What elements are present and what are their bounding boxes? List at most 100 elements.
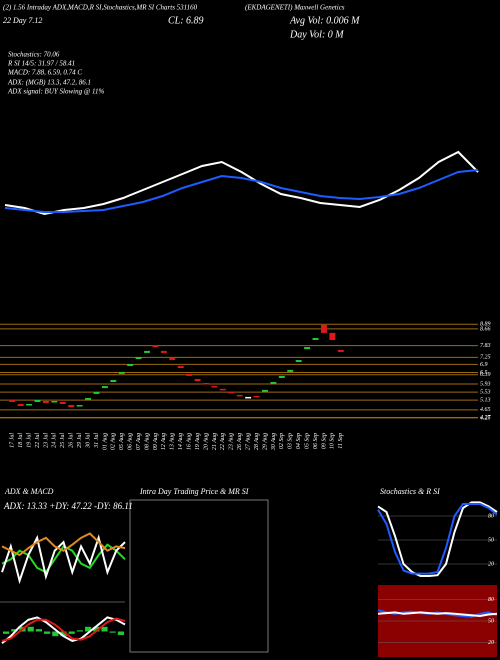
candle	[329, 332, 336, 341]
x-tick-label: 04 Sep	[295, 433, 302, 449]
x-tick-label: 12 Aug	[161, 433, 167, 450]
x-tick-label: 18 Jul	[18, 433, 24, 448]
histogram-bar	[27, 626, 34, 632]
histogram-bar	[93, 626, 100, 632]
candle	[127, 364, 134, 367]
macd: MACD: 7.88, 6.59, 0.74 C	[7, 69, 82, 77]
candle	[337, 349, 344, 352]
x-tick-label: 23 Aug	[229, 433, 235, 450]
series-line	[377, 503, 498, 575]
x-tick-label: 26 Jul	[69, 433, 75, 448]
y-tick-label: 7.25	[480, 355, 491, 361]
x-tick-label: 17 Jul	[10, 433, 16, 448]
candle	[262, 389, 268, 392]
candle	[101, 386, 108, 389]
candle	[110, 379, 117, 382]
candle	[42, 400, 49, 403]
candle	[320, 324, 327, 333]
intraday-frame	[129, 499, 269, 653]
y-tick-label: 80	[488, 513, 494, 519]
x-tick-label: 25 Jul	[60, 433, 66, 448]
histogram-bar	[101, 626, 108, 632]
x-tick-label: 02 Aug	[111, 433, 117, 450]
histogram-bar	[68, 631, 75, 634]
series-line	[1, 534, 126, 585]
x-tick-label: 09 Aug	[153, 433, 159, 450]
y-tick-label: 50	[488, 618, 494, 624]
y-tick-label: 20	[488, 561, 494, 567]
y-tick-label: 5.53	[480, 389, 491, 395]
x-tick-label: 30 Jul	[85, 433, 91, 449]
series-line	[1, 617, 126, 642]
x-tick-label: 16 Aug	[187, 433, 193, 450]
candle	[270, 381, 277, 385]
x-tick-label: 28 Aug	[254, 433, 260, 450]
candle	[76, 405, 83, 407]
y-tick-label: 6.39	[480, 372, 491, 378]
histogram-bar	[52, 631, 59, 637]
x-tick-label: 05 Aug	[119, 433, 125, 450]
x-tick-label: 29 Aug	[262, 433, 268, 450]
histogram-bar	[109, 631, 116, 633]
y-tick-label: 50	[488, 537, 494, 543]
candle	[304, 347, 311, 350]
x-tick-label: 10 Sep	[330, 433, 336, 449]
candle	[85, 397, 91, 400]
x-tick-label: 09 Sep	[321, 433, 327, 449]
series-line	[1, 532, 126, 557]
candle	[245, 396, 252, 399]
x-tick-label: 01 Aug	[102, 433, 108, 450]
candle	[228, 391, 235, 394]
x-tick-label: 02 Sep	[279, 433, 285, 449]
y-tick-label: 80	[488, 597, 494, 603]
x-tick-label: 22 Jul	[35, 433, 41, 448]
x-tick-label: 06 Sep	[313, 433, 319, 449]
x-tick-label: 19 Jul	[26, 433, 32, 448]
candle	[194, 378, 201, 381]
y-tick-label: 4.25	[480, 414, 491, 421]
candle	[68, 405, 75, 408]
candle	[253, 395, 260, 398]
x-tick-label: 19 Aug	[195, 433, 201, 450]
x-tick-label: 21 Aug	[212, 433, 218, 450]
x-tick-label: 11 Sep	[338, 433, 344, 449]
panel-title: ADX & MACD	[4, 487, 54, 496]
adx-signal: ADX signal: BUY Slowing @ 11%	[7, 88, 105, 96]
x-tick-label: 30 Aug	[271, 433, 277, 451]
close: CL: 6.89	[168, 15, 204, 26]
y-tick-label: 6.9	[480, 362, 488, 368]
series-line	[377, 611, 498, 617]
x-tick-label: 13 Aug	[170, 433, 176, 450]
x-tick-label: 29 Jul	[77, 433, 83, 448]
y-tick-label: 8.89	[480, 322, 491, 328]
x-tick-label: 22 Aug	[220, 433, 226, 450]
panel-title: Stochastics & R SI	[380, 487, 440, 496]
histogram-bar	[60, 631, 67, 637]
x-tick-label: 08 Aug	[144, 433, 150, 450]
title: (2) 1.56 Intraday ADX,MACD,R SI,Stochast…	[3, 4, 198, 12]
x-tick-label: 06 Aug	[128, 433, 134, 450]
candle	[93, 391, 100, 394]
candle	[211, 386, 218, 388]
x-tick-label: 23 Jul	[43, 433, 49, 448]
histogram-bar	[76, 630, 83, 632]
day-info: 22 Day 7.12	[3, 16, 42, 25]
candle	[144, 350, 150, 353]
y-tick-label: 4.65	[480, 406, 491, 413]
candle	[34, 399, 41, 402]
x-tick-label: 26 Aug	[237, 433, 243, 450]
candle	[236, 394, 243, 397]
histogram-bar	[85, 626, 92, 632]
panel-title: Intra Day Trading Price & MR SI	[139, 487, 249, 496]
candle	[160, 350, 167, 353]
x-tick-label: 05 Sep	[304, 433, 310, 449]
series-line	[1, 616, 126, 645]
x-tick-label: 27 Aug	[245, 433, 251, 450]
y-tick-label: 8.66	[480, 326, 491, 332]
x-tick-label: 20 Aug	[203, 433, 209, 450]
avg-vol: Avg Vol: 0.006 M	[289, 15, 360, 26]
candle	[135, 356, 142, 359]
rsi: R SI 14/5: 31.97 / 58.41	[7, 60, 75, 68]
panel-subtitle: ADX: 13.33 +DY: 47.22 -DY: 86.11	[3, 501, 133, 511]
